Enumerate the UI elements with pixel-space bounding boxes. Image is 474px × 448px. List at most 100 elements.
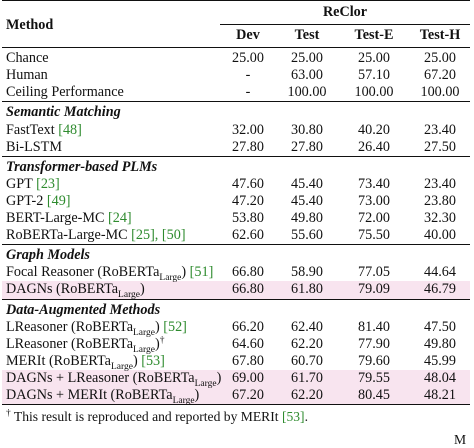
test-h-value: 67.20 bbox=[424, 67, 456, 84]
table-row: DAGNs (RoBERTaLarge) 66.80 61.80 79.09 46.79 bbox=[2, 281, 470, 300]
test-value: 62.20 bbox=[291, 335, 323, 352]
test-h-value: 44.64 bbox=[424, 264, 456, 281]
footnote-citation[interactable]: [53] bbox=[281, 409, 305, 424]
dev-value: 66.80 bbox=[232, 264, 264, 281]
method-name: BERT-Large-MC bbox=[6, 210, 108, 227]
method-name-cell: Chance bbox=[2, 48, 220, 68]
section-header-row: Data-Augmented Methods bbox=[2, 299, 470, 319]
table-row: LReasoner (RoBERTaLarge) [52] 66.20 62.40 8… bbox=[2, 318, 470, 338]
citation-link[interactable]: [53] bbox=[141, 352, 165, 369]
dev-value: 66.80 bbox=[220, 281, 276, 299]
test-value: 100.00 bbox=[287, 84, 327, 101]
test-e-value: 73.00 bbox=[358, 192, 390, 209]
table-row: DAGNs + MERIt (RoBERTaLarge) 67.20 62.20 80… bbox=[2, 386, 470, 406]
table-row: RoBERTa-Large-MC [25], [50] 62.60 55.60 75.… bbox=[2, 227, 470, 245]
method-name-cell: MERIt (RoBERTaLarge) [53] bbox=[2, 352, 220, 372]
method-name-cell: FastText [48] bbox=[2, 122, 220, 139]
test-h-value: 49.80 bbox=[424, 335, 456, 352]
test-value: 62.40 bbox=[291, 318, 323, 335]
test-h-value: 48.04 bbox=[410, 369, 470, 387]
model-size-subscript: Large bbox=[172, 395, 195, 406]
col-header-test-h: Test-H bbox=[419, 27, 461, 44]
table-row: LReasoner (RoBERTaLarge)† 64.60 62.20 77.90… bbox=[2, 334, 470, 354]
model-size-subscript: Large bbox=[133, 327, 155, 338]
citation-link[interactable]: [51] bbox=[189, 264, 214, 281]
footnote-marker: † bbox=[159, 334, 165, 345]
header-row-1: Method ReClor bbox=[2, 0, 470, 33]
section-title: Data-Augmented Methods bbox=[6, 301, 161, 318]
test-value: 30.80 bbox=[291, 121, 323, 138]
test-value: 55.60 bbox=[291, 227, 323, 244]
dev-value: 32.00 bbox=[232, 121, 264, 138]
test-e-value: 77.90 bbox=[358, 335, 390, 352]
test-h-value: 23.40 bbox=[424, 121, 456, 138]
test-h-value: 46.79 bbox=[410, 281, 470, 299]
dev-value: - bbox=[245, 84, 251, 101]
test-value: 61.80 bbox=[276, 281, 338, 299]
dev-value: 62.60 bbox=[232, 227, 264, 244]
test-value: 45.40 bbox=[291, 175, 323, 192]
method-name-cell: Bi-LSTM bbox=[2, 139, 220, 157]
table-row: DAGNs + LReasoner (RoBERTaLarge) 69.00 61.… bbox=[2, 369, 470, 388]
citation-link[interactable]: [52] bbox=[163, 318, 187, 335]
table-row: Ceiling Performance - 100.00 100.00 100.00 bbox=[2, 84, 470, 102]
method-name-cell: DAGNs (RoBERTaLarge) bbox=[2, 281, 220, 300]
citation-link[interactable]: [25], [50] bbox=[131, 227, 186, 244]
table-body: Chance 25.00 25.00 25.00 25.00 Human - 63.00 57.… bbox=[2, 47, 470, 406]
dev-value: 53.80 bbox=[232, 210, 264, 227]
section-title: Transformer-based PLMs bbox=[6, 158, 158, 175]
method-name-cell: Human bbox=[2, 67, 220, 84]
dataset-header: ReClor bbox=[220, 0, 470, 26]
section-header-row: Graph Models bbox=[2, 244, 470, 265]
test-e-value: 40.20 bbox=[358, 121, 390, 138]
test-h-value: 48.21 bbox=[410, 386, 470, 405]
reclor-results-table: Method ReClor Dev Test Test-E Test-H Cha… bbox=[2, 0, 470, 406]
method-name: Bi-LSTM bbox=[6, 138, 62, 155]
section-header-row: Transformer-based PLMs bbox=[2, 156, 470, 176]
test-e-value: 80.45 bbox=[338, 386, 410, 405]
table-row: GPT-2 [49] 47.20 45.40 73.00 23.80 bbox=[2, 193, 470, 210]
method-name: Focal Reasoner (RoBERTa bbox=[6, 264, 160, 281]
section-title: Semantic Matching bbox=[6, 104, 121, 121]
footnote: † This result is reproduced and reported… bbox=[6, 409, 308, 425]
test-value: 27.80 bbox=[291, 138, 323, 155]
method-name-cell: Focal Reasoner (RoBERTaLarge) [51] bbox=[2, 264, 220, 283]
test-e-value: 79.55 bbox=[338, 369, 410, 387]
method-name-cell: BERT-Large-MC [24] bbox=[2, 210, 220, 227]
method-name-tail: ) bbox=[132, 352, 142, 369]
table-row: GPT [23] 47.60 45.40 73.40 23.40 bbox=[2, 176, 470, 193]
citation-link[interactable]: [23] bbox=[36, 175, 60, 192]
table-row: BERT-Large-MC [24] 53.80 49.80 72.00 32.30 bbox=[2, 210, 470, 227]
col-header-dev: Dev bbox=[236, 27, 260, 44]
method-name: LReasoner (RoBERTa bbox=[6, 318, 133, 335]
test-value: 58.90 bbox=[291, 264, 323, 281]
citation-link[interactable]: [48] bbox=[58, 121, 82, 138]
test-e-value: 100.00 bbox=[354, 84, 394, 101]
test-h-value: 25.00 bbox=[424, 50, 456, 67]
test-e-value: 73.40 bbox=[358, 175, 390, 192]
test-value: 63.00 bbox=[291, 67, 323, 84]
method-name-tail: ) bbox=[216, 369, 222, 386]
citation-link[interactable]: [49] bbox=[46, 192, 71, 209]
citation-link[interactable]: [24] bbox=[108, 210, 132, 227]
test-value: 45.40 bbox=[291, 192, 323, 209]
table-row: Human - 63.00 57.10 67.20 bbox=[2, 67, 470, 84]
test-value: 60.70 bbox=[291, 352, 323, 369]
dev-value: 47.20 bbox=[232, 192, 264, 209]
method-name: GPT-2 bbox=[6, 192, 47, 209]
test-h-value: 32.30 bbox=[424, 210, 456, 227]
test-value: 61.70 bbox=[276, 369, 338, 387]
table-row: MERIt (RoBERTaLarge) [53] 67.80 60.70 79.60… bbox=[2, 352, 470, 372]
test-value: 49.80 bbox=[291, 210, 323, 227]
model-size-subscript: Large bbox=[110, 361, 133, 372]
method-name: Human bbox=[6, 67, 48, 84]
test-h-value: 27.50 bbox=[424, 138, 456, 155]
method-name-tail: ) bbox=[194, 386, 200, 403]
method-name: RoBERTa-Large-MC bbox=[6, 227, 132, 244]
test-h-value: 23.40 bbox=[424, 175, 456, 192]
test-e-value: 57.10 bbox=[358, 67, 390, 84]
test-e-value: 25.00 bbox=[358, 50, 390, 67]
col-header-test-e: Test-E bbox=[354, 27, 394, 44]
table-row: Bi-LSTM 27.80 27.80 26.40 27.50 bbox=[2, 139, 470, 157]
method-name: LReasoner (RoBERTa bbox=[6, 335, 133, 352]
